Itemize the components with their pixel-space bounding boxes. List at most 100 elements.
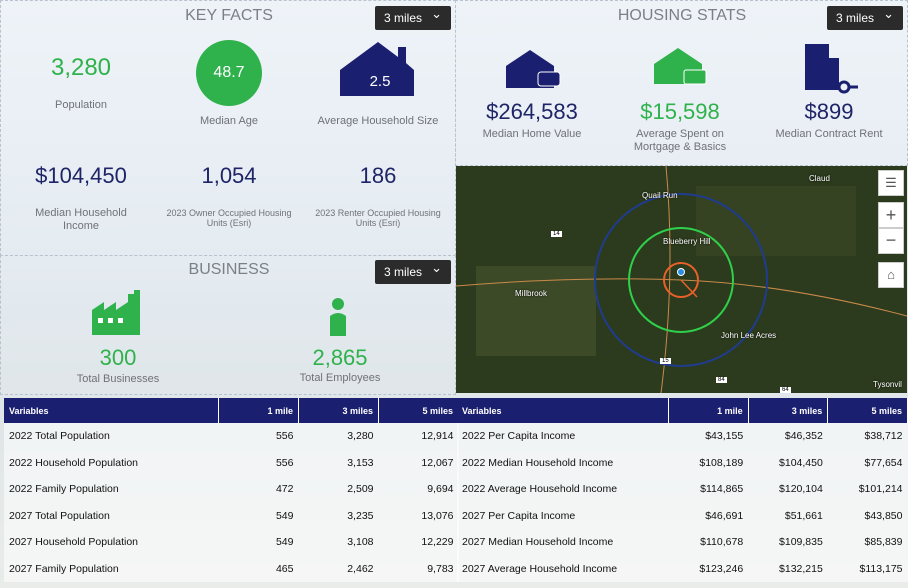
table-row: 2027 Family Population 465 2,462 9,783 [4, 555, 459, 582]
table-cell: $114,865 [668, 476, 749, 503]
table-cell: 3,108 [298, 529, 379, 556]
dropdown[interactable]: 3 miles [375, 256, 451, 284]
data-table: Variables 1 mile 3 miles 5 miles 2022 Total … [4, 398, 459, 582]
map-label: Tysonvil [873, 380, 902, 389]
table-row: 2027 Household Population 549 3,108 12,229 [4, 529, 459, 556]
stat-label: Median Contract Rent [775, 128, 883, 140]
dropdown[interactable]: 3 miles [375, 2, 451, 30]
table-cell: $101,214 [827, 476, 908, 503]
icons [92, 40, 858, 336]
table-row: 2027 Per Capita Income $46,691 $51,661 $43,… [457, 502, 908, 529]
stat-label: 2023 Renter Occupied Housing Units (Esri… [315, 208, 441, 229]
road-shield: 15 [660, 358, 671, 364]
section-title: HOUSING STATS [617, 7, 747, 24]
table-cell: $85,839 [827, 529, 908, 556]
section-title: BUSINESS [188, 261, 270, 278]
table-cell: 9,694 [378, 476, 459, 503]
table-cell: $46,352 [748, 423, 828, 450]
table-cell: 3,235 [298, 502, 379, 529]
dropdown[interactable]: 3 miles [827, 2, 903, 30]
table-cell: $104,450 [748, 449, 828, 476]
table-cell: 2027 Family Population [4, 555, 219, 582]
table-cell: $113,175 [827, 555, 908, 582]
section-title: KEY FACTS [185, 7, 273, 24]
stat-label: Total Employees [299, 372, 381, 384]
map-label: Millbrook [515, 289, 548, 298]
table-row: 2022 Average Household Income $114,865 $12… [457, 476, 908, 503]
table-cell: $132,215 [748, 555, 828, 582]
stat-label: Population [55, 99, 107, 111]
stat-value: 48.7 [213, 64, 245, 81]
table-row: 2027 Total Population 549 3,235 13,076 [4, 502, 459, 529]
table-row: 2027 Median Household Income $110,678 $109… [457, 529, 908, 556]
header-cell: 1 mile [668, 398, 749, 423]
header-cell: 3 miles [298, 398, 379, 423]
table-cell: 556 [218, 449, 299, 476]
table-cell: $120,104 [748, 476, 828, 503]
table-cell: $43,155 [668, 423, 749, 450]
stat-value: 1,054 [201, 163, 257, 188]
table-cell: 9,783 [378, 555, 459, 582]
home-button[interactable]: ⌂ [878, 262, 904, 288]
table-cell: $38,712 [827, 423, 908, 450]
stat-label: Average Household Size [317, 115, 439, 127]
table-cell: 2022 Family Population [4, 476, 219, 503]
table-cell: 2027 Total Population [4, 502, 219, 529]
table-cell: 2022 Per Capita Income [457, 423, 669, 450]
table-cell: 2027 Median Household Income [457, 529, 669, 556]
table-cell: 2,509 [298, 476, 379, 503]
zoom-in-button[interactable]: + [878, 202, 904, 228]
stat-value: 2,865 [312, 345, 368, 370]
stat-value: 300 [99, 345, 137, 370]
data-table: Variables 1 mile 3 miles 5 miles 2022 Per Ca… [457, 398, 908, 582]
stat-label: Median Home Value [482, 128, 582, 140]
table-cell: $43,850 [827, 502, 908, 529]
table-cell: $51,661 [748, 502, 828, 529]
table-row: 2022 Family Population 472 2,509 9,694 [4, 476, 459, 503]
map-label: Claud [809, 174, 830, 183]
table-cell: $110,678 [668, 529, 749, 556]
legend-button[interactable]: ☰ [878, 170, 904, 196]
map[interactable] [456, 166, 907, 393]
stat-label: Median Household Income [35, 207, 127, 232]
stat-value: 3,280 [50, 54, 112, 81]
header-cell: Variables [457, 398, 670, 423]
header-row: Variables 1 mile 3 miles 5 miles [457, 398, 908, 423]
stat-value: $899 [804, 99, 854, 124]
header-cell: 5 miles [378, 398, 459, 423]
table-cell: 2,462 [298, 555, 379, 582]
header-cell: 5 miles [827, 398, 908, 423]
table-cell: 549 [218, 502, 299, 529]
table-row: 2022 Per Capita Income $43,155 $46,352 $38,… [457, 423, 908, 450]
stat-value: $15,598 [640, 99, 720, 124]
business-panel [0, 255, 456, 395]
stat-label: Average Spent on Mortgage & Basics [633, 128, 727, 153]
table-row: 2022 Median Household Income $108,189 $104… [457, 449, 908, 476]
table-cell: 12,229 [378, 529, 459, 556]
table-cell: 2027 Household Population [4, 529, 219, 556]
zoom-out-button[interactable]: − [878, 228, 904, 254]
header-cell: 3 miles [748, 398, 829, 423]
table-cell: 465 [218, 555, 299, 582]
table-cell: $109,835 [748, 529, 828, 556]
table-cell: $46,691 [668, 502, 749, 529]
stat-value: $104,450 [35, 163, 127, 188]
table-cell: $77,654 [827, 449, 908, 476]
road-shield: 84 [716, 377, 727, 383]
table-cell: 13,076 [378, 502, 459, 529]
table-cell: 549 [218, 529, 299, 556]
stat-label: Total Businesses [76, 373, 160, 385]
table-cell: $123,246 [668, 555, 749, 582]
table-row: 2022 Household Population 556 3,153 12,067 [4, 449, 459, 476]
map-label: Blueberry Hill [663, 237, 711, 246]
table-cell: 2027 Per Capita Income [457, 502, 669, 529]
header-cell: Variables [4, 398, 219, 423]
map-label: Quail Run [642, 191, 678, 200]
table-cell: $108,189 [668, 449, 749, 476]
stat-label: Median Age [199, 115, 259, 127]
table-cell: 3,153 [298, 449, 379, 476]
map-label: John Lee Acres [721, 331, 777, 340]
table-cell: 472 [218, 476, 299, 503]
table-cell: 2022 Household Population [4, 449, 219, 476]
